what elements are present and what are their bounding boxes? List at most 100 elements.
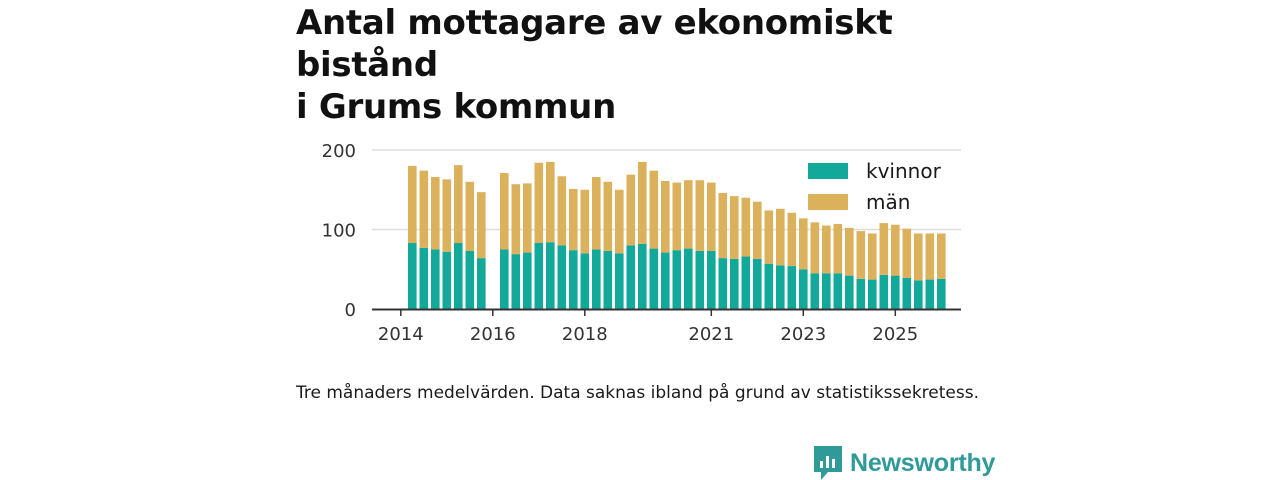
bar-kvinnor — [661, 252, 670, 309]
legend-label-kvinnor: kvinnor — [866, 159, 942, 183]
bar-kvinnor — [937, 278, 946, 309]
bar-man — [914, 233, 923, 281]
bar-kvinnor — [500, 249, 509, 309]
chart-title-line-2: i Grums kommun — [296, 87, 616, 127]
bar-kvinnor — [799, 269, 808, 309]
bar-kvinnor — [925, 279, 935, 309]
bar-man — [419, 170, 429, 248]
bar-man — [695, 180, 705, 251]
bar-kvinnor — [879, 274, 889, 309]
bar-kvinnor — [408, 243, 417, 309]
bar-kvinnor — [730, 258, 739, 309]
bars — [408, 161, 946, 309]
bar-kvinnor — [580, 253, 590, 309]
bar-kvinnor — [649, 248, 659, 309]
x-tick-label: 2025 — [872, 324, 918, 345]
bar-kvinnor — [569, 250, 578, 309]
legend-label-man: män — [866, 190, 910, 214]
bar-man — [684, 180, 693, 249]
bar-man — [787, 212, 797, 267]
bar-kvinnor — [511, 254, 521, 309]
bar-kvinnor — [902, 277, 912, 309]
bar-man — [753, 201, 762, 259]
x-tick-label: 2018 — [562, 324, 608, 345]
bar-man — [868, 233, 877, 280]
legend-swatch-man — [808, 194, 848, 210]
bar-kvinnor — [592, 249, 601, 309]
brand-name: Newsworthy — [850, 448, 996, 477]
bar-kvinnor — [477, 258, 486, 309]
bar-man — [718, 192, 728, 259]
bar-man — [833, 223, 843, 274]
bar-kvinnor — [465, 250, 475, 309]
bar-man — [661, 181, 670, 253]
bar-kvinnor — [753, 258, 762, 309]
x-tick-label: 2016 — [470, 324, 516, 345]
bar-kvinnor — [454, 243, 463, 309]
bar-man — [856, 231, 866, 279]
bar-man — [408, 165, 417, 244]
bar-man — [925, 233, 935, 280]
bar-kvinnor — [845, 275, 854, 309]
bar-kvinnor — [534, 243, 544, 309]
bar-kvinnor — [442, 251, 452, 309]
bar-man — [810, 222, 820, 274]
bar-kvinnor — [523, 252, 532, 309]
bar-man — [626, 174, 636, 246]
bar-man — [454, 165, 463, 244]
bar-man — [799, 218, 808, 270]
bar-kvinnor — [638, 243, 647, 309]
bar-man — [557, 176, 567, 246]
bar-kvinnor — [557, 245, 567, 309]
bar-man — [580, 189, 590, 254]
chart-title: Antal mottagare av ekonomiskt bistånd i … — [296, 2, 1016, 128]
bar-kvinnor — [787, 266, 797, 309]
y-tick-label: 100 — [322, 221, 356, 242]
bar-man — [845, 227, 854, 276]
x-tick-label: 2021 — [688, 324, 734, 345]
bar-kvinnor — [764, 263, 774, 309]
bar-man — [822, 225, 831, 274]
bar-kvinnor — [419, 247, 429, 309]
bar-man — [741, 197, 751, 257]
bar-kvinnor — [856, 278, 866, 309]
bar-kvinnor — [718, 258, 728, 309]
stacked-bar-chart: 0 100 200 2014 2016 2018 2021 2023 2025 kvinnor … — [322, 141, 961, 345]
bar-man — [730, 196, 739, 259]
bar-man — [707, 182, 716, 251]
bar-kvinnor — [891, 275, 900, 309]
bar-man — [546, 161, 555, 243]
newsworthy-logo-icon — [814, 446, 842, 480]
bar-man — [638, 161, 647, 244]
bar-kvinnor — [914, 280, 923, 309]
bar-man — [902, 228, 912, 278]
x-tick-label: 2014 — [378, 324, 424, 345]
bar-man — [465, 181, 475, 251]
bar-kvinnor — [695, 250, 705, 309]
bar-man — [523, 183, 532, 253]
bar-kvinnor — [431, 249, 440, 309]
brand-logo: Newsworthy — [814, 446, 995, 480]
bar-kvinnor — [741, 256, 751, 309]
x-tick-label: 2023 — [780, 324, 826, 345]
bar-kvinnor — [707, 250, 716, 309]
bar-kvinnor — [868, 279, 877, 309]
bar-man — [891, 224, 900, 276]
bar-man — [477, 192, 486, 259]
bar-man — [764, 210, 774, 264]
bar-man — [615, 189, 624, 254]
y-tick-label: 0 — [345, 300, 356, 321]
bar-man — [442, 179, 452, 252]
bar-man — [431, 177, 440, 250]
chart-title-line-1: Antal mottagare av ekonomiskt bistånd — [296, 3, 893, 85]
bar-kvinnor — [810, 273, 820, 309]
chart-caption: Tre månaders medelvärden. Data saknas ib… — [296, 383, 979, 403]
bar-man — [649, 170, 659, 249]
bar-man — [672, 182, 682, 251]
bar-kvinnor — [603, 250, 613, 309]
bar-kvinnor — [626, 245, 636, 309]
bar-kvinnor — [615, 253, 624, 309]
bar-man — [500, 173, 509, 250]
bar-man — [511, 184, 521, 255]
bar-kvinnor — [833, 273, 843, 309]
